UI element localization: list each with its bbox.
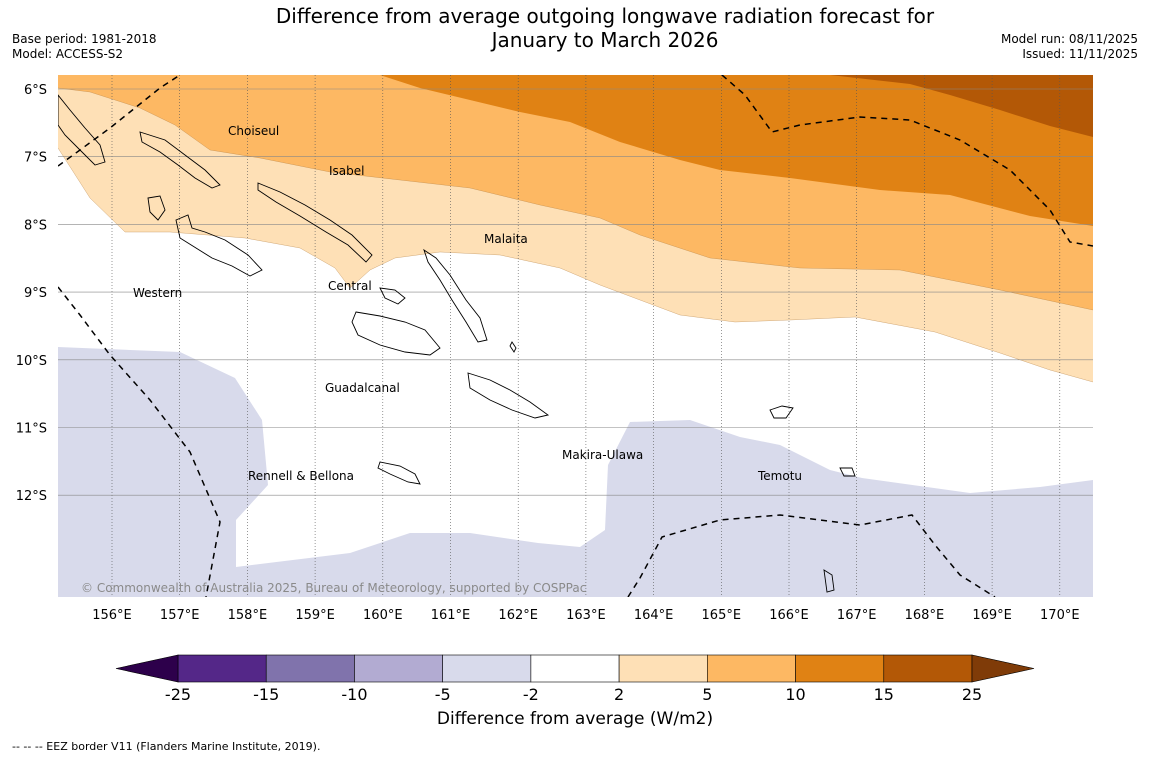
lon-tick-label: 167°E (837, 608, 877, 623)
lat-tick-label: 10°S (16, 354, 47, 369)
lat-tick-label: 11°S (16, 422, 47, 437)
lon-tick-label: 165°E (702, 608, 742, 623)
island-isabel (257, 182, 373, 263)
lon-tick-label: 163°E (566, 608, 606, 623)
model-name: Model: ACCESS-S2 (12, 47, 124, 61)
region-label-malaita: Malaita (484, 232, 528, 246)
island-malaita (423, 248, 488, 343)
colorbar-tick-label: 5 (702, 685, 712, 704)
region-label-central: Central (328, 279, 372, 293)
island-bougainville (58, 94, 106, 166)
colorbar-tick-label: 15 (874, 685, 894, 704)
island-choiseul (139, 131, 221, 189)
title-line-1: Difference from average outgoing longwav… (275, 4, 935, 28)
lat-tick-label: 9°S (24, 286, 47, 301)
lon-tick-label: 170°E (1040, 608, 1080, 623)
lon-tick-label: 160°E (363, 608, 403, 623)
lon-tick-label: 162°E (498, 608, 538, 623)
contour-lines (58, 87, 1093, 383)
island-ulawa (509, 341, 517, 353)
region-label-isabel: Isabel (329, 164, 364, 178)
colorbar-swatch (795, 654, 885, 683)
map-plot-area: Choiseul Isabel Malaita Western Central … (58, 75, 1093, 597)
lon-tick-label: 168°E (905, 608, 945, 623)
lat-tick-label: 7°S (24, 151, 47, 166)
island-santa-cruz (769, 405, 794, 419)
colorbar-tick-label: 10 (785, 685, 805, 704)
island-tikopia (823, 569, 835, 593)
lon-tick-label: 166°E (769, 608, 809, 623)
lat-tick-label: 6°S (24, 83, 47, 98)
colorbar-swatch (707, 654, 796, 683)
lon-tick-label: 161°E (431, 608, 471, 623)
colorbar-swatch (265, 654, 355, 683)
region-label-rennell-bellona: Rennell & Bellona (248, 469, 354, 483)
colorbar-under-arrow (115, 654, 179, 683)
colorbar-swatch (442, 654, 532, 683)
island-makira (467, 372, 550, 419)
band-plus15-25 (830, 75, 1093, 137)
lon-tick-labels: 156°E 157°E 158°E 159°E 160°E 161°E 162°E 163°E… (92, 608, 1079, 623)
lon-tick-label: 158°E (228, 608, 268, 623)
gridlines (58, 75, 1093, 597)
colorbar-swatch (883, 654, 973, 683)
colorbar-tick-label: -25 (165, 685, 191, 704)
region-label-choiseul: Choiseul (228, 124, 279, 138)
colorbar-tick-label: -5 (435, 685, 451, 704)
region-label-temotu: Temotu (757, 469, 802, 483)
colorbar-tick-label: -2 (523, 685, 539, 704)
lon-tick-label: 157°E (160, 608, 200, 623)
lat-tick-label: 8°S (24, 218, 47, 233)
colorbar-tick-label: -15 (253, 685, 279, 704)
eez-legend: -- -- -- EEZ border V11 (Flanders Marine… (12, 740, 321, 753)
meta-right: Model run: 08/11/2025 Issued: 11/11/2025 (1001, 32, 1138, 62)
copyright-text: © Commonwealth of Australia 2025, Bureau… (81, 581, 586, 595)
eez-borders (58, 75, 1093, 597)
colorbar-over-arrow (971, 654, 1035, 683)
region-label-makira-ulawa: Makira-Ulawa (562, 448, 643, 462)
colorbar: -25 -15 -10 -5 -2 2 5 10 15 25 (115, 654, 1035, 704)
title-line-2: January to March 2026 (491, 28, 719, 52)
lat-tick-label: 12°S (16, 489, 47, 504)
lon-tick-label: 159°E (295, 608, 335, 623)
colorbar-swatch (177, 654, 267, 683)
colorbar-swatch (354, 654, 443, 683)
colorbar-tick-label: 2 (614, 685, 624, 704)
colorbar-swatch (618, 654, 708, 683)
colorbar-swatch (530, 654, 620, 683)
colorbar-tick-label: -10 (341, 685, 367, 704)
region-label-western: Western (133, 286, 182, 300)
island-vella (147, 195, 166, 221)
colorbar-tick-label: 25 (962, 685, 982, 704)
base-period: Base period: 1981-2018 (12, 32, 157, 46)
island-guadalcanal (351, 311, 441, 356)
meta-left: Base period: 1981-2018 Model: ACCESS-S2 (12, 32, 157, 62)
island-rennell (377, 461, 421, 485)
region-label-guadalcanal: Guadalcanal (325, 381, 400, 395)
chart-title: Difference from average outgoing longwav… (230, 4, 980, 52)
band-plus10-15 (380, 75, 1093, 226)
band-minus5-west (58, 347, 1093, 597)
lon-tick-label: 164°E (634, 608, 674, 623)
lat-tick-labels: 6°S 7°S 8°S 9°S 10°S 11°S 12°S (16, 83, 47, 504)
lon-tick-label: 169°E (972, 608, 1012, 623)
island-new-georgia (175, 214, 263, 277)
island-reef (839, 467, 856, 477)
lon-tick-label: 156°E (92, 608, 132, 623)
island-florida (379, 287, 406, 305)
model-run: Model run: 08/11/2025 (1000, 32, 1138, 46)
region-labels: Choiseul Isabel Malaita Western Central … (133, 124, 802, 483)
colorbar-label: Difference from average (W/m2) (436, 709, 714, 729)
issued-date: Issued: 11/11/2025 (1022, 47, 1138, 61)
islands (58, 94, 856, 593)
